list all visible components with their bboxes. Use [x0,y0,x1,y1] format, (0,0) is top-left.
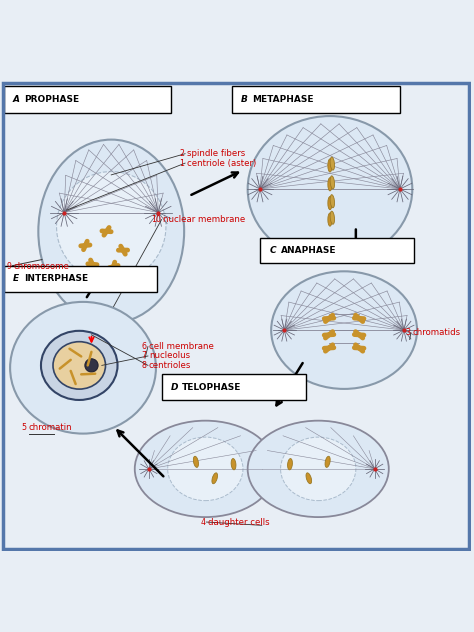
Text: spindle fibers: spindle fibers [186,149,245,158]
Text: INTERPHASE: INTERPHASE [24,274,88,283]
Ellipse shape [135,421,276,517]
Text: D: D [171,382,178,392]
FancyBboxPatch shape [4,85,172,112]
Text: centrioles: centrioles [149,361,191,370]
Ellipse shape [328,197,332,210]
Ellipse shape [10,302,156,434]
Text: PROPHASE: PROPHASE [24,95,79,104]
Text: TELOPHASE: TELOPHASE [182,382,241,392]
Ellipse shape [85,359,98,372]
Ellipse shape [328,213,332,226]
Text: chromatids: chromatids [412,328,460,337]
Text: ANAPHASE: ANAPHASE [281,246,336,255]
FancyBboxPatch shape [260,238,414,264]
Text: 8: 8 [142,361,146,370]
Ellipse shape [56,171,166,282]
FancyBboxPatch shape [4,266,157,291]
FancyBboxPatch shape [162,374,306,399]
Text: C: C [269,246,276,255]
Text: centriole (aster): centriole (aster) [186,159,256,167]
Ellipse shape [231,459,236,470]
Ellipse shape [328,178,332,191]
Text: nucleolus: nucleolus [149,351,190,360]
Text: chromatin: chromatin [29,423,73,432]
Ellipse shape [247,421,389,517]
Text: 6: 6 [142,342,146,351]
Text: 5: 5 [21,423,27,432]
FancyBboxPatch shape [232,85,400,112]
Text: 7: 7 [142,351,146,360]
Ellipse shape [53,342,106,389]
Text: nuclear membrane: nuclear membrane [163,215,245,224]
Ellipse shape [41,331,118,400]
Text: 2: 2 [179,149,184,158]
Text: B: B [241,95,248,104]
Ellipse shape [168,437,243,501]
Text: 10: 10 [151,215,161,224]
Text: A: A [13,95,20,104]
Text: 4: 4 [201,518,205,526]
Ellipse shape [330,176,335,189]
Ellipse shape [38,140,184,323]
Text: cell membrane: cell membrane [149,342,214,351]
Text: E: E [13,274,19,283]
Text: 9: 9 [6,262,11,271]
Ellipse shape [306,473,311,483]
Text: 1: 1 [179,159,184,167]
Ellipse shape [330,157,335,170]
Ellipse shape [271,271,417,389]
Ellipse shape [193,456,199,468]
Ellipse shape [330,195,335,208]
Text: chromosome: chromosome [14,262,70,271]
Ellipse shape [247,116,412,262]
Ellipse shape [281,437,356,501]
Text: daughter cells: daughter cells [208,518,269,526]
Ellipse shape [325,456,330,468]
Ellipse shape [288,459,292,470]
Text: 3: 3 [405,328,410,337]
Ellipse shape [212,473,218,483]
Text: METAPHASE: METAPHASE [252,95,314,104]
Ellipse shape [328,159,332,172]
Ellipse shape [330,211,335,224]
